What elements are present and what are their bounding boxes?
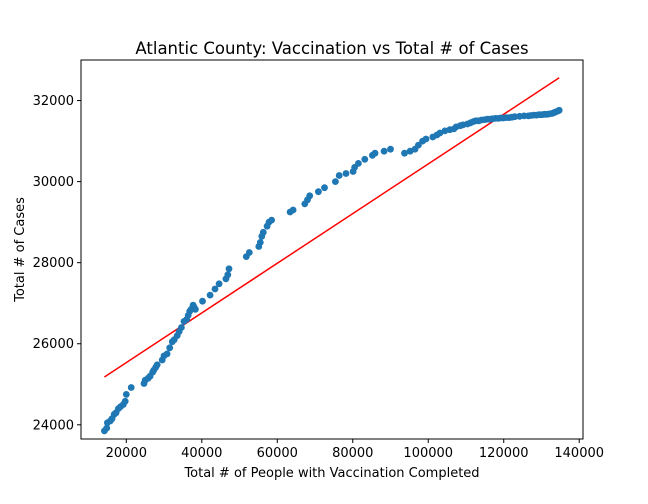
data-point <box>215 280 223 288</box>
data-point <box>245 249 253 256</box>
x-tick-label: 60000 <box>257 446 298 461</box>
x-tick-label: 20000 <box>106 446 147 461</box>
chart-title: Atlantic County: Vaccination vs Total # … <box>135 39 528 58</box>
y-tick-label: 26000 <box>33 337 74 352</box>
fit-line-group <box>103 77 560 378</box>
data-point <box>315 188 322 196</box>
y-tick-label: 24000 <box>33 418 74 433</box>
data-point <box>224 271 232 279</box>
y-axis-label: Total # of Cases <box>13 197 28 303</box>
data-point <box>199 297 206 305</box>
data-point <box>259 228 267 236</box>
data-point <box>268 216 275 224</box>
data-point <box>342 170 350 177</box>
data-point <box>335 172 343 179</box>
y-tick-label: 28000 <box>33 256 74 271</box>
data-point <box>163 350 171 358</box>
data-point <box>332 178 339 186</box>
data-point <box>166 344 174 352</box>
y-axis-ticks: 24000 26000 28000 30000 32000 <box>33 94 81 433</box>
data-point <box>256 239 264 246</box>
plot-frame <box>80 59 584 440</box>
data-point <box>511 113 519 121</box>
data-point <box>289 206 297 214</box>
data-point <box>122 391 130 398</box>
x-tick-label: 140000 <box>554 446 604 461</box>
data-point <box>321 184 328 192</box>
data-point <box>178 324 185 331</box>
data-point <box>153 361 161 369</box>
data-point <box>555 106 563 114</box>
y-tick-label: 30000 <box>33 175 74 190</box>
data-point <box>127 384 135 391</box>
data-point <box>401 149 408 157</box>
data-points <box>101 106 563 435</box>
data-point <box>422 135 430 143</box>
trend-line <box>103 77 560 378</box>
x-tick-label: 80000 <box>332 446 373 461</box>
data-point <box>225 265 233 273</box>
data-point <box>361 155 369 163</box>
x-axis-label: Total # of People with Vaccination Compl… <box>183 466 479 481</box>
x-axis-ticks: 20000 40000 60000 80000 100000 120000 140000 <box>106 439 604 461</box>
y-tick-label: 32000 <box>33 94 74 109</box>
data-point <box>355 160 362 167</box>
data-point <box>306 192 314 200</box>
data-point <box>371 149 379 157</box>
x-tick-label: 100000 <box>403 446 453 461</box>
x-tick-label: 40000 <box>181 446 222 461</box>
data-point <box>192 305 199 313</box>
data-point <box>206 291 214 299</box>
x-tick-label: 120000 <box>479 446 529 461</box>
data-point <box>211 285 219 293</box>
data-point <box>121 397 129 405</box>
data-point <box>387 145 394 153</box>
data-point <box>103 424 111 432</box>
data-point <box>380 147 388 155</box>
